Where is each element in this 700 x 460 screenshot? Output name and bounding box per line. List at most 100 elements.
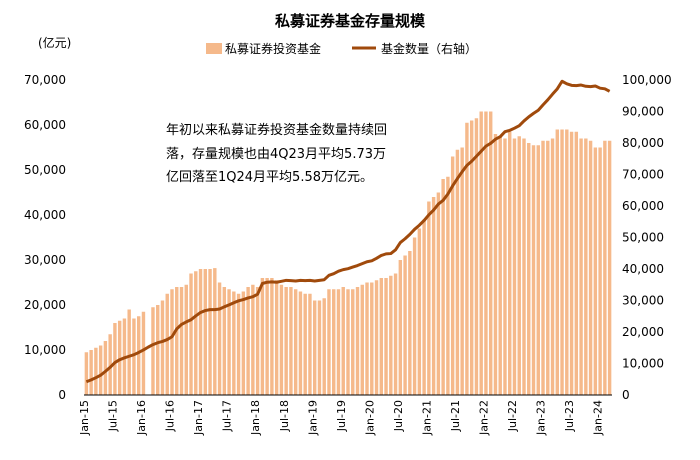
bar — [474, 118, 479, 395]
bar — [493, 134, 498, 395]
bar — [194, 271, 198, 395]
right-tick-label: 100,000 — [622, 73, 672, 87]
bar — [203, 269, 207, 395]
bar — [431, 197, 436, 395]
bar — [536, 145, 540, 395]
x-tick-label: Jul-20 — [392, 400, 405, 432]
bar — [479, 111, 483, 395]
x-tick-label: Jan-21 — [420, 400, 433, 436]
left-tick-label: 10,000 — [24, 343, 66, 357]
bar — [417, 228, 422, 395]
bar — [531, 145, 536, 395]
bar — [274, 280, 279, 395]
left-axis-unit: (亿元) — [38, 35, 71, 50]
bar — [175, 287, 179, 395]
bar — [351, 289, 355, 395]
bar — [127, 309, 131, 395]
bar — [436, 192, 441, 395]
legend-label-line: 基金数量（右轴） — [381, 41, 477, 56]
bar — [460, 147, 464, 395]
bar — [488, 111, 493, 395]
bar — [246, 287, 250, 395]
right-tick-label: 80,000 — [622, 136, 664, 150]
legend: 私募证券投资基金 基金数量（右轴） — [206, 41, 477, 56]
bar — [98, 345, 103, 395]
bar — [156, 305, 160, 395]
bar — [579, 138, 583, 395]
bar — [336, 289, 341, 395]
bar — [455, 149, 460, 395]
bar — [284, 287, 288, 395]
chart-title: 私募证券基金存量规模 — [274, 12, 426, 30]
legend-label-bars: 私募证券投资基金 — [225, 41, 321, 56]
bar — [260, 278, 265, 395]
bar — [289, 287, 293, 395]
bar — [512, 138, 517, 395]
x-tick-label: Jan-16 — [135, 400, 148, 436]
bar — [484, 111, 488, 395]
bar — [208, 269, 212, 395]
bar — [355, 287, 360, 395]
bar — [588, 140, 593, 395]
left-tick-label: 30,000 — [24, 253, 66, 267]
bar — [379, 278, 383, 395]
x-tick-label: Jul-17 — [221, 400, 234, 432]
bar — [517, 136, 521, 395]
bar — [103, 341, 108, 395]
bar — [384, 278, 388, 395]
fund-count-line — [85, 79, 611, 384]
bar — [560, 129, 564, 395]
bar — [541, 140, 545, 395]
bar — [160, 300, 165, 395]
bar — [550, 138, 555, 395]
left-tick-label: 40,000 — [24, 208, 66, 222]
annotation-line-3: 亿回落至1Q24月平均5.58万亿元。 — [166, 170, 373, 185]
bar — [450, 156, 455, 395]
bar — [465, 122, 469, 395]
bar — [607, 140, 612, 395]
bar — [165, 293, 169, 395]
bar — [198, 269, 203, 395]
bar — [427, 201, 431, 395]
right-tick-label: 0 — [622, 388, 630, 402]
annotation-line-1: 年初以来私募证券投资基金数量持续回 — [166, 122, 387, 138]
bar — [412, 237, 417, 395]
bar — [522, 138, 526, 395]
bar — [498, 136, 502, 395]
bar — [179, 287, 184, 395]
x-tick-label: Jan-20 — [363, 400, 376, 436]
bar-series — [84, 111, 612, 395]
x-tick-label: Jul-18 — [278, 400, 291, 432]
bar — [422, 219, 426, 395]
left-tick-label: 60,000 — [24, 118, 66, 132]
bar — [232, 291, 236, 395]
x-axis-ticks: Jan-15 Jul-15 Jan-16 Jul-16 Jan-17 Jul-17 Jan-… — [78, 400, 605, 436]
bar — [279, 284, 284, 395]
bar — [84, 352, 89, 395]
bar — [217, 282, 222, 395]
right-tick-label: 40,000 — [622, 262, 664, 276]
right-tick-label: 70,000 — [622, 168, 664, 182]
x-tick-label: Jan-19 — [306, 400, 319, 436]
x-tick-label: Jan-18 — [249, 400, 262, 436]
bar — [403, 255, 407, 395]
bar — [598, 147, 602, 395]
bar — [312, 300, 317, 395]
bar — [184, 284, 188, 395]
bar — [141, 311, 146, 395]
bar — [398, 260, 403, 395]
bar — [408, 251, 412, 395]
x-tick-label: Jan-15 — [78, 400, 91, 436]
bar — [603, 140, 607, 395]
bar — [236, 293, 241, 395]
bar — [94, 347, 98, 395]
bar — [332, 289, 336, 395]
bar — [136, 316, 141, 395]
line-series — [85, 79, 611, 384]
bar — [151, 307, 155, 395]
bar — [213, 268, 217, 395]
bar — [298, 291, 303, 395]
bar — [113, 323, 117, 395]
bar — [555, 129, 559, 395]
